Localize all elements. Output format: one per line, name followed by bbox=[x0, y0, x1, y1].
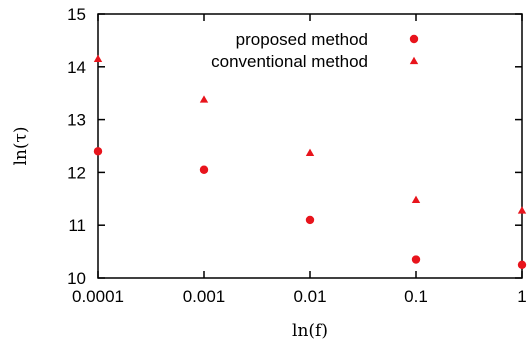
tick-labels: 0.0001 0.001 0.01 0.1 1 10 11 12 13 14 15 bbox=[67, 5, 527, 306]
legend-proposed-method-label: proposed method bbox=[236, 30, 368, 49]
y-tick-label: 10 bbox=[67, 269, 86, 288]
y-tick-label: 14 bbox=[67, 58, 86, 77]
proposed-method-point bbox=[93, 147, 103, 156]
y-tick-label: 11 bbox=[68, 216, 86, 235]
x-tick-label: 1 bbox=[517, 287, 526, 306]
y-tick-label: 12 bbox=[67, 163, 86, 182]
proposed-method-point bbox=[411, 255, 421, 264]
y-axis-label: ln(τ) bbox=[11, 126, 31, 165]
x-tick-label: 0.1 bbox=[404, 287, 428, 306]
proposed-method-point bbox=[305, 215, 315, 225]
ticks bbox=[97, 13, 523, 279]
x-tick-label: 0.001 bbox=[183, 287, 226, 306]
legend-conventional-method-marker bbox=[409, 56, 419, 65]
legend-proposed-method-marker bbox=[409, 34, 419, 44]
conventional-method-point bbox=[93, 54, 103, 63]
y-tick-label: 13 bbox=[67, 111, 86, 130]
legend: proposed method conventional method bbox=[211, 30, 419, 71]
conventional-method-point bbox=[517, 206, 527, 214]
proposed-method-point bbox=[517, 260, 527, 269]
y-tick-label: 15 bbox=[67, 5, 86, 24]
x-tick-label: 0.01 bbox=[293, 287, 326, 306]
x-axis-label: ln(f) bbox=[292, 321, 328, 341]
x-tick-label: 0.0001 bbox=[72, 287, 124, 306]
data-marks bbox=[93, 54, 527, 269]
conventional-method-point bbox=[411, 195, 421, 204]
legend-conventional-method-label: conventional method bbox=[211, 52, 368, 71]
conventional-method-point bbox=[305, 148, 315, 157]
proposed-method-point bbox=[199, 165, 209, 174]
conventional-method-point bbox=[199, 95, 209, 103]
